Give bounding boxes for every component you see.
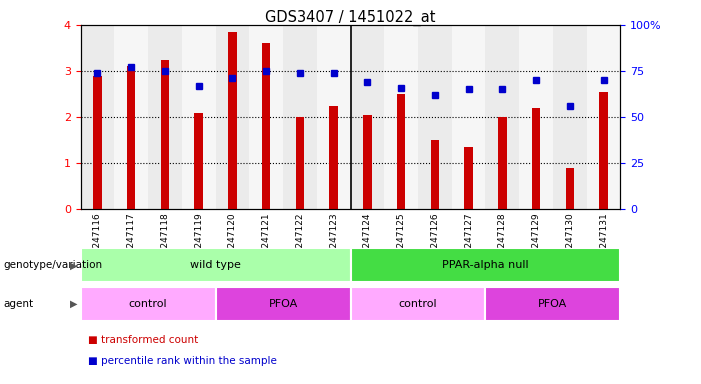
Bar xyxy=(216,287,350,321)
Bar xyxy=(599,92,608,209)
Bar xyxy=(519,25,553,209)
Text: ■ percentile rank within the sample: ■ percentile rank within the sample xyxy=(88,356,276,366)
Bar xyxy=(81,248,350,282)
Bar xyxy=(229,32,237,209)
Bar xyxy=(283,25,317,209)
Text: ▶: ▶ xyxy=(69,260,77,270)
Bar xyxy=(451,25,485,209)
Bar xyxy=(329,106,338,209)
Bar xyxy=(430,140,439,209)
Text: control: control xyxy=(129,299,168,309)
Text: ■ transformed count: ■ transformed count xyxy=(88,335,198,345)
Text: agent: agent xyxy=(4,299,34,309)
Bar xyxy=(350,25,384,209)
Bar xyxy=(384,25,418,209)
Bar xyxy=(81,287,216,321)
Bar xyxy=(262,43,271,209)
Bar xyxy=(363,115,372,209)
Bar xyxy=(93,76,102,209)
Text: PFOA: PFOA xyxy=(268,299,298,309)
Bar xyxy=(485,25,519,209)
Bar xyxy=(194,113,203,209)
Bar xyxy=(485,287,620,321)
Bar xyxy=(498,117,507,209)
Bar xyxy=(182,25,216,209)
Bar xyxy=(350,287,485,321)
Bar xyxy=(81,25,114,209)
Text: PFOA: PFOA xyxy=(538,299,568,309)
Bar xyxy=(532,108,540,209)
Text: genotype/variation: genotype/variation xyxy=(4,260,102,270)
Bar xyxy=(250,25,283,209)
Bar xyxy=(397,94,405,209)
Bar xyxy=(464,147,472,209)
Bar xyxy=(127,66,135,209)
Bar xyxy=(566,168,574,209)
Bar xyxy=(317,25,350,209)
Bar xyxy=(587,25,620,209)
Bar xyxy=(148,25,182,209)
Text: GDS3407 / 1451022_at: GDS3407 / 1451022_at xyxy=(265,10,436,26)
Text: wild type: wild type xyxy=(190,260,241,270)
Bar xyxy=(296,117,304,209)
Text: PPAR-alpha null: PPAR-alpha null xyxy=(442,260,529,270)
Bar xyxy=(553,25,587,209)
Text: ▶: ▶ xyxy=(69,299,77,309)
Bar xyxy=(114,25,148,209)
Bar xyxy=(216,25,250,209)
Bar xyxy=(350,248,620,282)
Bar xyxy=(418,25,451,209)
Bar xyxy=(161,60,169,209)
Text: control: control xyxy=(399,299,437,309)
